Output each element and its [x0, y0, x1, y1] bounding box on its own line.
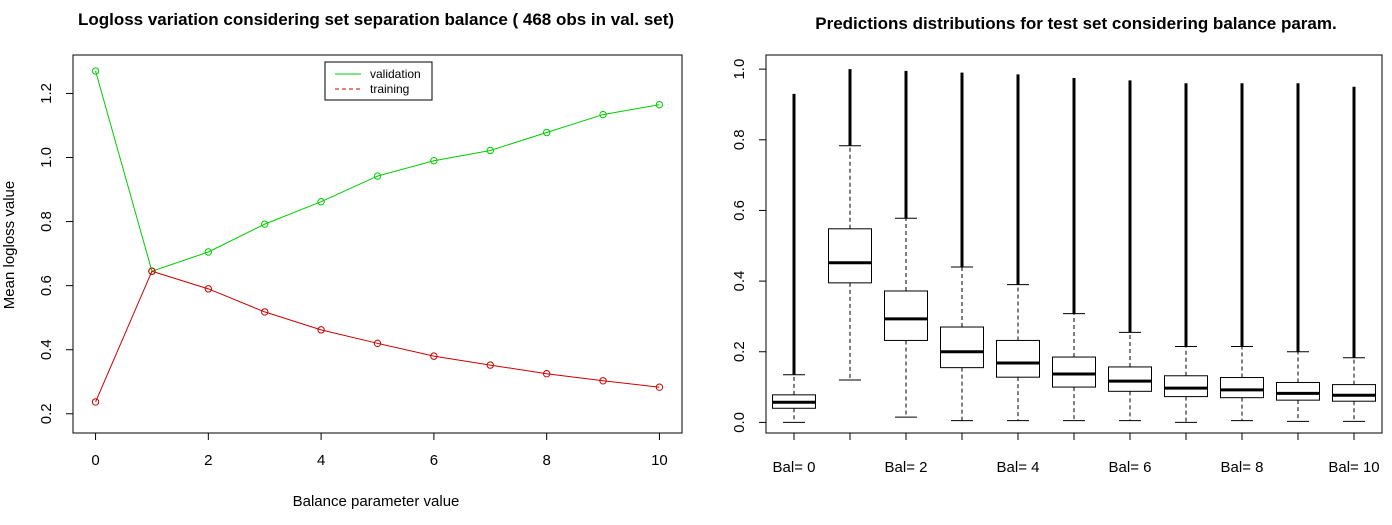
y-tick-label: 0.4: [38, 339, 55, 360]
data-point-training: [599, 377, 607, 385]
x-tick-label: Bal= 0: [773, 459, 816, 476]
box-bal-7: [1164, 83, 1208, 423]
predictions-box-plot: Predictions distributions for test set c…: [696, 0, 1392, 525]
box-iqr: [1108, 366, 1152, 392]
box-plot-title: Predictions distributions for test set c…: [815, 14, 1336, 33]
data-point-training: [430, 352, 438, 360]
data-point-validation: [261, 220, 269, 228]
data-point-validation: [430, 157, 438, 165]
y-tick-label: 1.2: [38, 83, 55, 104]
data-point-training: [317, 326, 325, 334]
y-tick-label: 0.2: [38, 403, 55, 424]
x-tick-label: 10: [651, 452, 668, 469]
data-point-validation: [91, 67, 100, 75]
data-point-training: [261, 308, 269, 316]
x-tick-label: 6: [430, 452, 438, 469]
y-tick-label: 0.0: [731, 412, 748, 433]
box-iqr: [1276, 381, 1320, 401]
line-chart-title: Logloss variation considering set separa…: [78, 10, 674, 29]
predictions-box-plot-svg: Predictions distributions for test set c…: [731, 14, 1383, 476]
x-axis-label: Balance parameter value: [293, 493, 460, 510]
series-line-training: [95, 270, 660, 403]
data-point-validation: [599, 110, 607, 119]
x-tick-label: Bal= 4: [997, 459, 1040, 476]
box-iqr: [1164, 375, 1208, 398]
x-tick-label: Bal= 6: [1109, 459, 1152, 476]
box-bal-6: [1108, 80, 1152, 422]
y-tick-label: 0.4: [731, 271, 748, 292]
data-point-validation: [655, 100, 664, 109]
data-point-validation: [542, 128, 551, 137]
box-iqr: [1332, 384, 1376, 402]
legend-box: [324, 61, 433, 101]
box-bal-1: [828, 69, 872, 381]
data-point-validation: [486, 146, 494, 155]
line-chart-plot-area: 0 2 4 6 8 10 0.2 0.4 0.6 0.8 1.0 1.2 validationtrain…: [38, 54, 683, 469]
x-tick-label: Bal= 8: [1221, 459, 1264, 476]
y-tick-label: 0.6: [731, 200, 748, 221]
data-point-validation: [204, 248, 213, 256]
x-tick-label: Bal= 10: [1328, 459, 1379, 476]
box-iqr: [828, 228, 872, 284]
data-point-training: [204, 285, 213, 293]
box-bal-5: [1052, 77, 1096, 422]
logloss-line-chart-svg: Logloss variation considering set separa…: [1, 10, 683, 510]
x-tick-label: Bal= 2: [885, 459, 928, 476]
data-point-training: [542, 370, 551, 378]
box-iqr: [1220, 377, 1264, 399]
box-iqr: [940, 326, 984, 369]
y-axis-label: Mean logloss value: [1, 181, 18, 309]
y-tick-label: 1.0: [731, 59, 748, 80]
legend-label-validation: validation: [370, 67, 421, 81]
y-tick-label: 0.6: [38, 275, 55, 296]
y-tick-label: 1.0: [38, 147, 55, 168]
box-iqr: [884, 290, 928, 341]
legend-label-training: training: [370, 82, 409, 96]
box-bal-10: [1332, 86, 1376, 422]
x-tick-label: 4: [317, 452, 325, 469]
y-tick-label: 0.2: [731, 341, 748, 362]
data-point-training: [148, 267, 156, 275]
x-tick-label: 0: [91, 452, 99, 469]
data-point-validation: [373, 172, 382, 180]
data-point-training: [373, 339, 382, 348]
box-bal-0: [772, 93, 816, 423]
logloss-line-chart: Logloss variation considering set separa…: [1, 10, 683, 510]
data-point-training: [486, 361, 494, 369]
box-bal-3: [940, 72, 984, 422]
box-bal-4: [996, 74, 1040, 422]
box-bal-9: [1276, 83, 1320, 422]
y-tick-label: 0.8: [38, 211, 55, 232]
plot-frame: [72, 54, 683, 434]
x-tick-label: 2: [204, 452, 212, 469]
box-iqr: [1052, 356, 1096, 388]
y-tick-label: 0.8: [731, 129, 748, 150]
data-point-validation: [317, 198, 325, 206]
x-tick-label: 8: [542, 452, 550, 469]
data-point-training: [91, 398, 100, 406]
box-bal-8: [1220, 83, 1264, 422]
box-iqr: [996, 339, 1040, 378]
box-plot-plot-area: 0.0 0.2 0.4 0.6 0.8 1.0 Bal= 0 Bal= 2 Bal= 4 Bal=…: [731, 54, 1383, 476]
box-bal-2: [884, 70, 928, 418]
series-line-validation: [95, 70, 660, 272]
data-point-training: [655, 383, 664, 391]
